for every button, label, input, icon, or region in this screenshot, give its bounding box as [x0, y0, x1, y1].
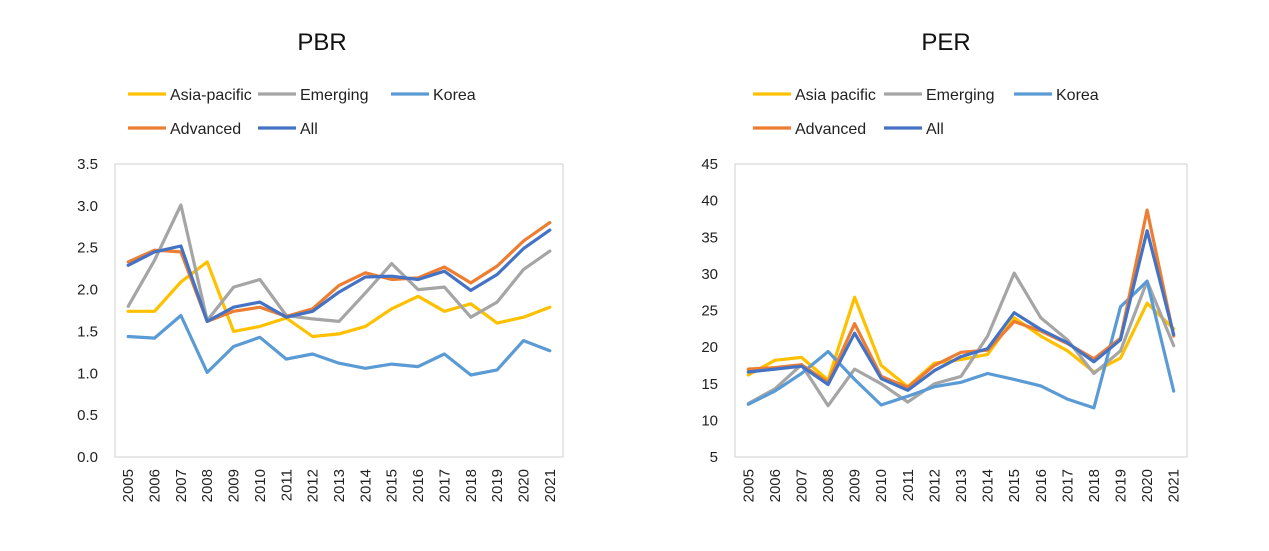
x-tick-label: 2009 [847, 469, 864, 502]
x-tick-label: 2020 [515, 469, 532, 502]
series-lines [126, 203, 552, 377]
x-tick-label: 2014 [357, 469, 374, 502]
chart-legend: Asia-pacific Emerging Korea Advanced All [128, 87, 476, 138]
legend-item: Korea [391, 87, 476, 104]
x-tick-label: 2006 [147, 469, 164, 502]
y-axis: 5 10 15 20 25 30 35 40 45 [701, 156, 718, 466]
y-tick-label: 1.5 [77, 323, 98, 340]
x-tick-label: 2015 [384, 469, 401, 502]
x-tick-label: 2012 [926, 469, 943, 502]
series-line-emerging [126, 203, 552, 323]
series-line-korea [746, 279, 1176, 410]
y-tick-label: 20 [701, 339, 718, 356]
legend-label: Asia-pacific [170, 87, 252, 104]
y-tick-label: 0.5 [77, 407, 98, 424]
chart-title: PER [921, 29, 970, 56]
y-tick-label: 2.5 [77, 240, 98, 257]
pbr-chart: PBR Asia-pacific Emerging Korea Advanced All… [77, 29, 564, 502]
legend-label: Korea [1056, 87, 1099, 104]
legend-item: All [258, 121, 318, 138]
x-tick-label: 2008 [820, 469, 837, 502]
x-tick-label: 2009 [226, 469, 243, 502]
legend-label: All [300, 121, 318, 138]
x-tick-label: 2005 [740, 469, 757, 502]
chart-legend: Asia pacific Emerging Korea Advanced All [753, 87, 1099, 138]
legend-item: Emerging [884, 87, 994, 104]
legend-item: Korea [1014, 87, 1099, 104]
x-tick-label: 2010 [252, 469, 269, 502]
x-tick-label: 2011 [900, 469, 917, 501]
plot-area [734, 163, 1188, 458]
legend-label: Emerging [926, 87, 994, 104]
x-tick-label: 2019 [489, 469, 506, 502]
x-axis: 2005 2006 2007 2008 2009 2010 2011 2012 2013 2014… [120, 469, 559, 502]
x-tick-label: 2007 [173, 469, 190, 502]
x-tick-label: 2007 [793, 469, 810, 502]
y-tick-label: 35 [701, 229, 718, 246]
x-tick-label: 2013 [953, 469, 970, 502]
x-tick-label: 2017 [1059, 469, 1076, 502]
series-line-all [746, 229, 1176, 392]
x-tick-label: 2012 [305, 469, 322, 502]
y-tick-label: 1.0 [77, 365, 98, 382]
chart-title: PBR [297, 29, 346, 56]
legend-label: Emerging [300, 87, 368, 104]
x-tick-label: 2011 [278, 469, 295, 501]
legend-item: Asia pacific [753, 87, 876, 104]
x-tick-label: 2016 [410, 469, 427, 502]
x-tick-label: 2015 [1006, 469, 1023, 502]
y-tick-label: 45 [701, 156, 718, 173]
series-line-korea [126, 313, 552, 377]
legend-label: Advanced [170, 121, 241, 138]
x-tick-label: 2021 [1166, 469, 1183, 502]
series-line-all [126, 228, 552, 323]
legend-item: Advanced [753, 121, 866, 138]
y-tick-label: 0.0 [77, 449, 98, 466]
series-line-emerging [746, 271, 1176, 408]
y-tick-label: 40 [701, 193, 718, 210]
x-tick-label: 2017 [436, 469, 453, 502]
y-tick-label: 10 [701, 412, 718, 429]
legend-label: All [926, 121, 944, 138]
x-tick-label: 2016 [1033, 469, 1050, 502]
legend-item: Advanced [128, 121, 241, 138]
x-tick-label: 2014 [980, 469, 997, 502]
x-tick-label: 2021 [542, 469, 559, 502]
legend-label: Asia pacific [795, 87, 876, 104]
series-lines [746, 208, 1176, 410]
y-tick-label: 3.5 [77, 156, 98, 173]
x-tick-label: 2018 [463, 469, 480, 502]
legend-item: Asia-pacific [128, 87, 252, 104]
x-tick-label: 2010 [873, 469, 890, 502]
y-tick-label: 25 [701, 303, 718, 320]
legend-item: All [884, 121, 944, 138]
series-line-advanced [746, 208, 1176, 389]
legend-label: Korea [433, 87, 476, 104]
x-tick-label: 2013 [331, 469, 348, 502]
series-line-asia-pacific [126, 260, 552, 339]
y-tick-label: 2.0 [77, 282, 98, 299]
x-tick-label: 2005 [120, 469, 137, 502]
y-axis: 0.0 0.5 1.0 1.5 2.0 2.5 3.0 3.5 [77, 156, 98, 466]
plot-area [114, 163, 564, 458]
legend-item: Emerging [258, 87, 368, 104]
per-chart: PER Asia pacific Emerging Korea Advanced All… [701, 29, 1188, 502]
y-tick-label: 15 [701, 376, 718, 393]
x-tick-label: 2019 [1113, 469, 1130, 502]
x-tick-label: 2008 [199, 469, 216, 502]
y-tick-label: 5 [710, 449, 718, 466]
legend-label: Advanced [795, 121, 866, 138]
x-axis: 2005 2006 2007 2008 2009 2010 2011 2012 2013 2014… [740, 469, 1182, 502]
y-tick-label: 30 [701, 266, 718, 283]
x-tick-label: 2006 [767, 469, 784, 502]
x-tick-label: 2018 [1086, 469, 1103, 502]
x-tick-label: 2020 [1139, 469, 1156, 502]
y-tick-label: 3.0 [77, 198, 98, 215]
